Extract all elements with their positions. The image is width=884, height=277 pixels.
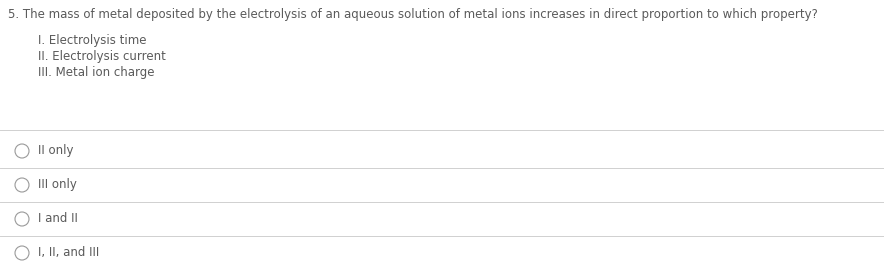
Text: I and II: I and II [38, 212, 78, 225]
Text: III. Metal ion charge: III. Metal ion charge [38, 66, 155, 79]
Text: III only: III only [38, 178, 77, 191]
Text: II only: II only [38, 144, 73, 157]
Text: II. Electrolysis current: II. Electrolysis current [38, 50, 166, 63]
Text: 5. The mass of metal deposited by the electrolysis of an aqueous solution of met: 5. The mass of metal deposited by the el… [8, 8, 818, 21]
Text: I, II, and III: I, II, and III [38, 246, 99, 259]
Text: I. Electrolysis time: I. Electrolysis time [38, 34, 147, 47]
